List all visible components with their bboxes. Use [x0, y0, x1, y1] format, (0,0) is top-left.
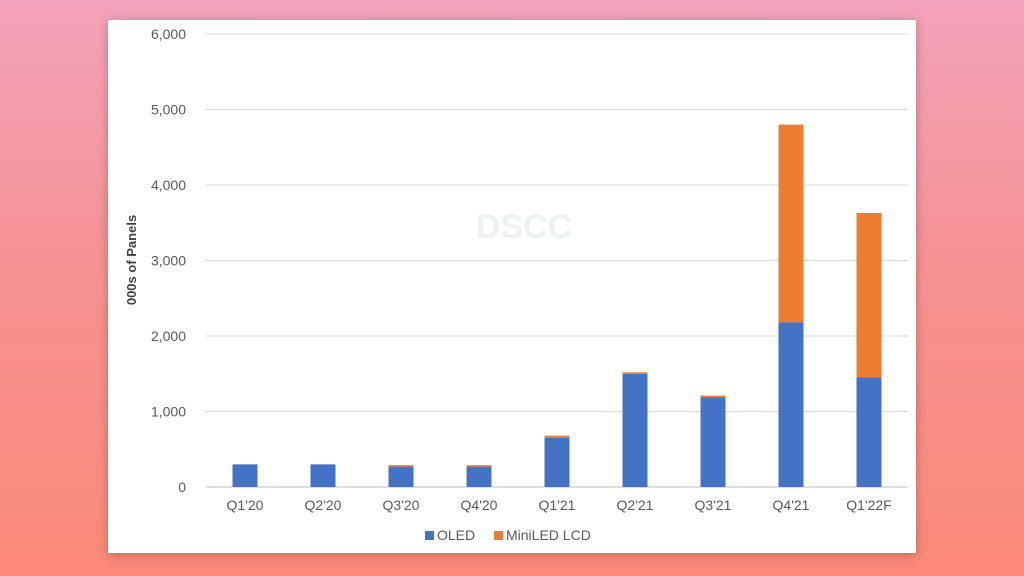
bar-oled [856, 377, 882, 487]
gridlines [206, 33, 908, 488]
bar-miniled-lcd [544, 435, 570, 438]
bar-oled [700, 397, 726, 487]
y-tick-label: 2,000 [151, 328, 186, 344]
bar-miniled-lcd [778, 124, 804, 323]
bar-miniled-lcd [622, 372, 648, 374]
y-tick-label: 5,000 [151, 102, 186, 118]
chart-card: DSCC 0 1,000 2,000 3,000 4,000 5,000 6,000 000… [108, 20, 916, 553]
bar-oled [310, 464, 336, 487]
bar-oled [622, 373, 648, 487]
bar-miniled-lcd [856, 212, 882, 378]
bar-oled [466, 466, 492, 487]
x-tick-label: Q3'20 [383, 497, 420, 513]
x-tick-label: Q1'20 [227, 497, 264, 513]
bar-oled [544, 437, 570, 487]
y-axis-label: 000s of Panels [124, 215, 139, 305]
y-tick-label: 3,000 [151, 253, 186, 269]
stacked-bar-chart: DSCC 0 1,000 2,000 3,000 4,000 5,000 6,000 000… [124, 26, 908, 543]
x-tick-label: Q1'22F [846, 497, 891, 513]
x-tick-label: Q4'20 [461, 497, 498, 513]
x-tick-label: Q2'20 [305, 497, 342, 513]
bar-miniled-lcd [466, 465, 492, 467]
legend-label: MiniLED LCD [506, 527, 591, 543]
y-tick-label: 4,000 [151, 177, 186, 193]
bar-oled [388, 466, 414, 487]
y-tick-label: 1,000 [151, 404, 186, 420]
bars [232, 124, 882, 487]
legend-swatch [425, 531, 434, 540]
legend: OLED MiniLED LCD [425, 527, 591, 543]
y-axis-ticks: 0 1,000 2,000 3,000 4,000 5,000 6,000 [151, 26, 186, 495]
legend-label: OLED [437, 527, 475, 543]
legend-swatch [494, 531, 503, 540]
x-axis-ticks: Q1'20 Q2'20 Q3'20 Q4'20 Q1'21 Q2'21 Q3'21 Q4'21… [227, 497, 892, 513]
y-tick-label: 6,000 [151, 26, 186, 42]
x-tick-label: Q3'21 [695, 497, 732, 513]
bar-miniled-lcd [388, 465, 414, 467]
watermark: DSCC [476, 208, 572, 246]
x-tick-label: Q1'21 [539, 497, 576, 513]
y-tick-label: 0 [178, 479, 186, 495]
bar-oled [232, 464, 258, 487]
bar-oled [778, 322, 804, 487]
bar-miniled-lcd [700, 395, 726, 398]
x-tick-label: Q2'21 [617, 497, 654, 513]
x-tick-label: Q4'21 [773, 497, 810, 513]
